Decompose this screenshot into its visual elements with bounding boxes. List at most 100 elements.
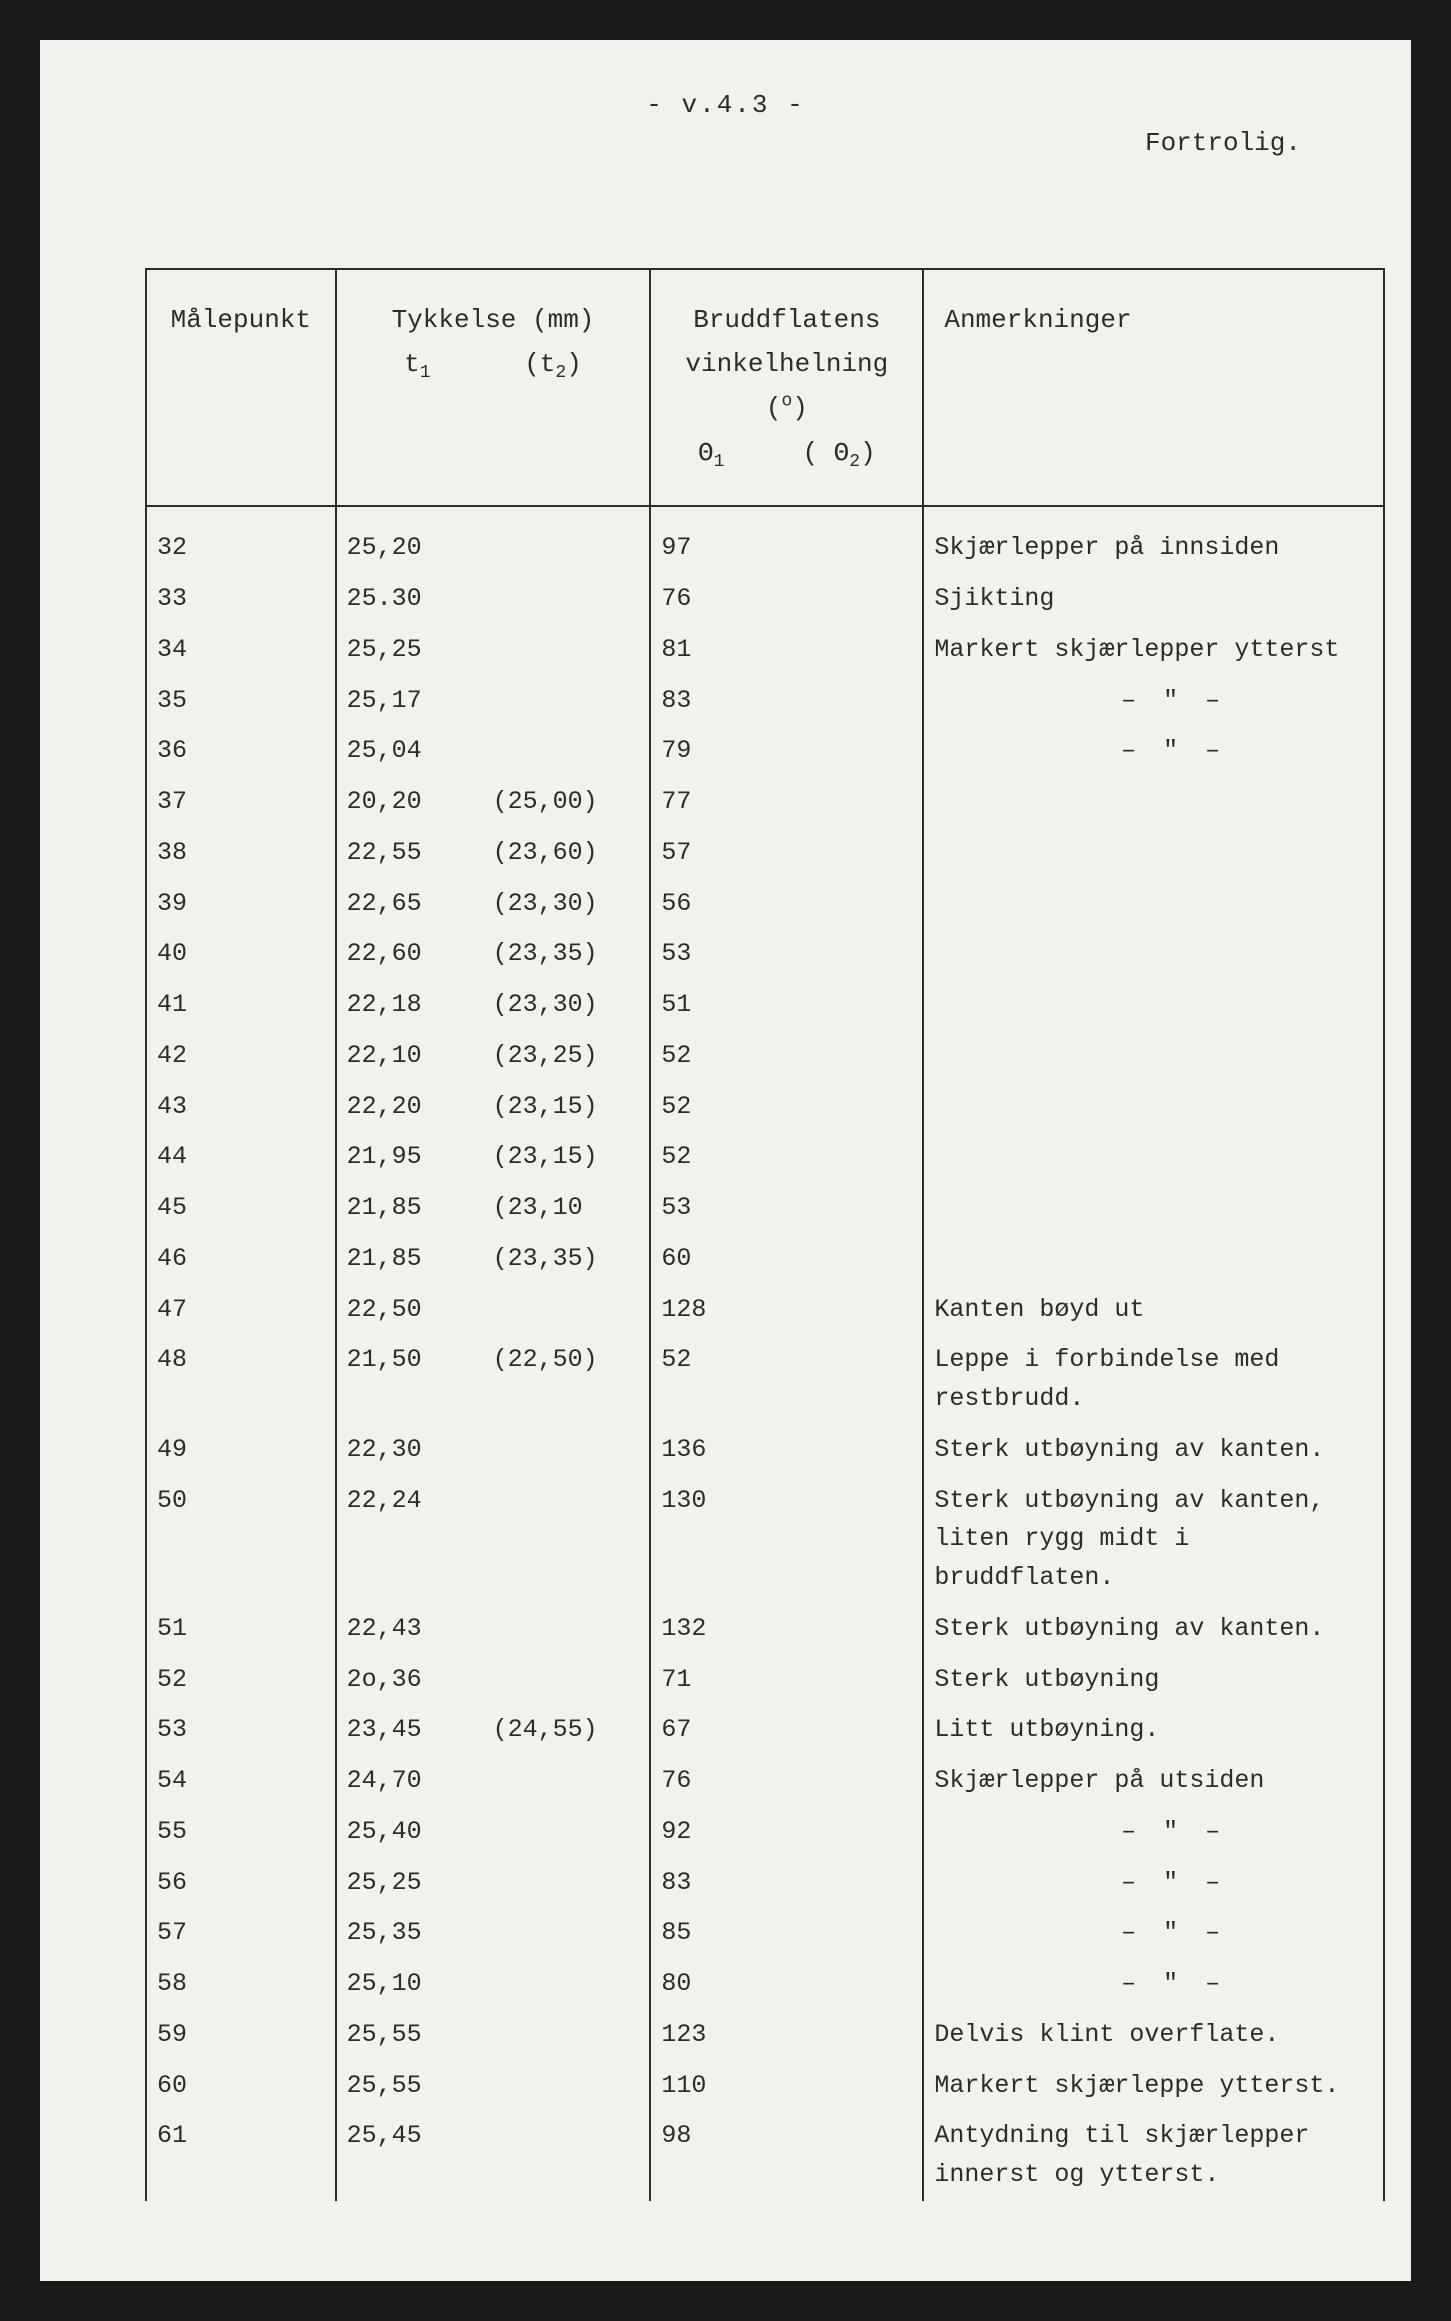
- cell-t2: [483, 625, 651, 676]
- cell-theta1: 76: [650, 574, 797, 625]
- cell-t2: [483, 2010, 651, 2061]
- cell-malepunkt: 61: [146, 2111, 336, 2201]
- cell-theta2: [797, 980, 923, 1031]
- cell-t1: 20,20: [336, 777, 483, 828]
- cell-remark: Kanten bøyd ut: [923, 1285, 1384, 1336]
- cell-t1: 25,55: [336, 2061, 483, 2112]
- cell-malepunkt: 52: [146, 1655, 336, 1706]
- cell-theta1: 83: [650, 1858, 797, 1909]
- cell-theta2: [797, 1807, 923, 1858]
- cell-theta2: [797, 2061, 923, 2112]
- cell-t1: 25.30: [336, 574, 483, 625]
- cell-remark: Antydning til skjærlepper innerst og ytt…: [923, 2111, 1384, 2201]
- table-row: 3922,65(23,30)56: [146, 879, 1384, 930]
- cell-malepunkt: 57: [146, 1908, 336, 1959]
- cell-theta2: [797, 1082, 923, 1133]
- cell-theta2: [797, 1858, 923, 1909]
- cell-remark: Markert skjærlepper ytterst: [923, 625, 1384, 676]
- cell-t1: 21,85: [336, 1183, 483, 1234]
- cell-t2: [483, 1476, 651, 1604]
- cell-t2: (23,25): [483, 1031, 651, 1082]
- cell-theta1: 98: [650, 2111, 797, 2201]
- table-row: 3625,0479– " –: [146, 726, 1384, 777]
- cell-t2: (23,10: [483, 1183, 651, 1234]
- header-t1: t1: [404, 349, 430, 379]
- cell-t1: 22,60: [336, 929, 483, 980]
- cell-malepunkt: 44: [146, 1132, 336, 1183]
- cell-remark: – " –: [923, 1908, 1384, 1959]
- table-row: 4722,50128Kanten bøyd ut: [146, 1285, 1384, 1336]
- cell-malepunkt: 46: [146, 1234, 336, 1285]
- header-anmerkninger: Anmerkninger: [923, 269, 1384, 506]
- cell-theta2: [797, 828, 923, 879]
- cell-t2: [483, 1908, 651, 1959]
- table-row: 4122,18(23,30)51: [146, 980, 1384, 1031]
- cell-t1: 2o,36: [336, 1655, 483, 1706]
- header-malepunkt: Målepunkt: [146, 269, 336, 506]
- cell-t1: 25,25: [336, 625, 483, 676]
- cell-t1: 25,45: [336, 2111, 483, 2201]
- cell-remark: Skjærlepper på utsiden: [923, 1756, 1384, 1807]
- cell-theta2: [797, 929, 923, 980]
- cell-t1: 25,25: [336, 1858, 483, 1909]
- cell-malepunkt: 39: [146, 879, 336, 930]
- table-row: 5625,2583– " –: [146, 1858, 1384, 1909]
- cell-remark: [923, 879, 1384, 930]
- cell-malepunkt: 34: [146, 625, 336, 676]
- cell-t1: 25,17: [336, 676, 483, 727]
- cell-malepunkt: 38: [146, 828, 336, 879]
- table-body: 3225,2097Skjærlepper på innsiden3325.307…: [146, 506, 1384, 2201]
- cell-t2: [483, 1858, 651, 1909]
- header-t2: (t2): [524, 349, 582, 379]
- cell-t1: 21,50: [336, 1335, 483, 1425]
- cell-t1: 22,20: [336, 1082, 483, 1133]
- cell-remark: [923, 929, 1384, 980]
- cell-remark: – " –: [923, 1858, 1384, 1909]
- cell-t2: (23,60): [483, 828, 651, 879]
- cell-t1: 22,10: [336, 1031, 483, 1082]
- cell-theta1: 67: [650, 1705, 797, 1756]
- cell-malepunkt: 32: [146, 506, 336, 574]
- cell-malepunkt: 53: [146, 1705, 336, 1756]
- cell-theta1: 123: [650, 2010, 797, 2061]
- cell-theta2: [797, 1959, 923, 2010]
- cell-t1: 22,18: [336, 980, 483, 1031]
- cell-remark: [923, 1183, 1384, 1234]
- cell-t1: 21,85: [336, 1234, 483, 1285]
- cell-remark: – " –: [923, 676, 1384, 727]
- table-row: 5323,45(24,55)67Litt utbøyning.: [146, 1705, 1384, 1756]
- cell-malepunkt: 58: [146, 1959, 336, 2010]
- cell-t1: 22,50: [336, 1285, 483, 1336]
- scanned-document-page: - v.4.3 - Fortrolig. Målepunkt Tykkelse …: [40, 40, 1411, 2281]
- cell-remark: Sterk utbøyning av kanten.: [923, 1604, 1384, 1655]
- cell-t2: [483, 574, 651, 625]
- cell-theta2: [797, 506, 923, 574]
- cell-t2: (23,35): [483, 1234, 651, 1285]
- cell-t1: 25,04: [336, 726, 483, 777]
- cell-malepunkt: 55: [146, 1807, 336, 1858]
- cell-malepunkt: 54: [146, 1756, 336, 1807]
- cell-remark: [923, 828, 1384, 879]
- header-brudd-sub: vinkelhelning (o): [685, 349, 888, 423]
- cell-theta2: [797, 1655, 923, 1706]
- cell-theta1: 81: [650, 625, 797, 676]
- cell-malepunkt: 50: [146, 1476, 336, 1604]
- cell-theta1: 60: [650, 1234, 797, 1285]
- cell-remark: [923, 980, 1384, 1031]
- cell-malepunkt: 59: [146, 2010, 336, 2061]
- cell-theta1: 71: [650, 1655, 797, 1706]
- cell-remark: Litt utbøyning.: [923, 1705, 1384, 1756]
- cell-t2: [483, 1425, 651, 1476]
- cell-theta2: [797, 1132, 923, 1183]
- cell-theta1: 77: [650, 777, 797, 828]
- cell-theta2: [797, 1285, 923, 1336]
- cell-t1: 22,43: [336, 1604, 483, 1655]
- cell-theta1: 52: [650, 1031, 797, 1082]
- cell-theta1: 76: [650, 1756, 797, 1807]
- table-row: 5525,4092– " –: [146, 1807, 1384, 1858]
- cell-remark: Leppe i forbindelse med restbrudd.: [923, 1335, 1384, 1425]
- cell-theta1: 130: [650, 1476, 797, 1604]
- cell-remark: [923, 1132, 1384, 1183]
- cell-theta1: 128: [650, 1285, 797, 1336]
- cell-t2: [483, 1756, 651, 1807]
